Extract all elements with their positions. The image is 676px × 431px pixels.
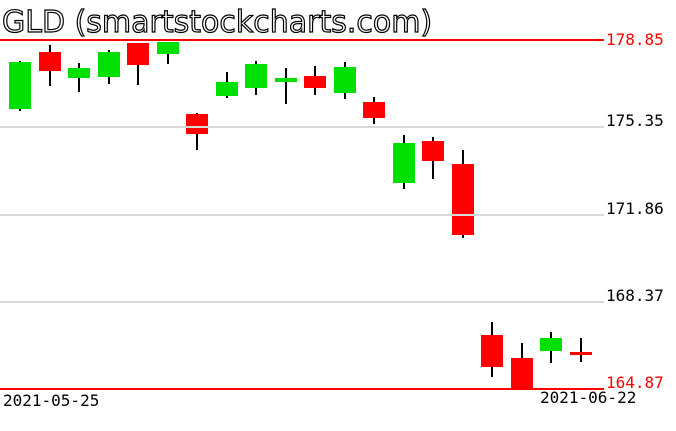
- bound-line: [0, 388, 604, 390]
- y-axis-label: 164.87: [606, 373, 664, 392]
- candle-body: [215, 81, 238, 96]
- candle-body: [186, 113, 208, 135]
- candle-body: [540, 338, 562, 352]
- candle-body: [333, 66, 356, 93]
- candle-body: [9, 61, 31, 109]
- candle-body: [392, 143, 415, 184]
- candle-body: [274, 77, 297, 82]
- y-axis-label: 171.86: [606, 198, 664, 218]
- candle-wick: [579, 338, 582, 363]
- candle-body: [245, 63, 267, 88]
- y-axis-label: 168.37: [606, 285, 664, 305]
- candle-body: [38, 51, 61, 71]
- candle-body: [510, 358, 533, 388]
- chart-title: GLD (smartstockcharts.com): [1, 5, 433, 40]
- candle-body: [156, 41, 179, 54]
- candle-body: [451, 164, 474, 235]
- y-axis-label: 178.85: [606, 30, 664, 49]
- y-axis-label: 175.35: [606, 111, 664, 131]
- bound-line: [0, 39, 604, 41]
- gridline: [0, 126, 604, 129]
- candle-body: [97, 51, 120, 77]
- candle-body: [363, 101, 385, 118]
- candle-body: [481, 335, 503, 368]
- candle-body: [68, 67, 90, 78]
- candle-body: [127, 42, 149, 65]
- candle-wick: [284, 67, 287, 104]
- x-axis-label-end: 2021-06-22: [540, 388, 637, 407]
- candle-body: [569, 352, 592, 356]
- candle-body: [422, 141, 444, 162]
- gridline: [0, 300, 604, 303]
- gridline: [0, 213, 604, 216]
- x-axis-label-start: 2021-05-25: [3, 391, 100, 410]
- candle-body: [304, 75, 326, 88]
